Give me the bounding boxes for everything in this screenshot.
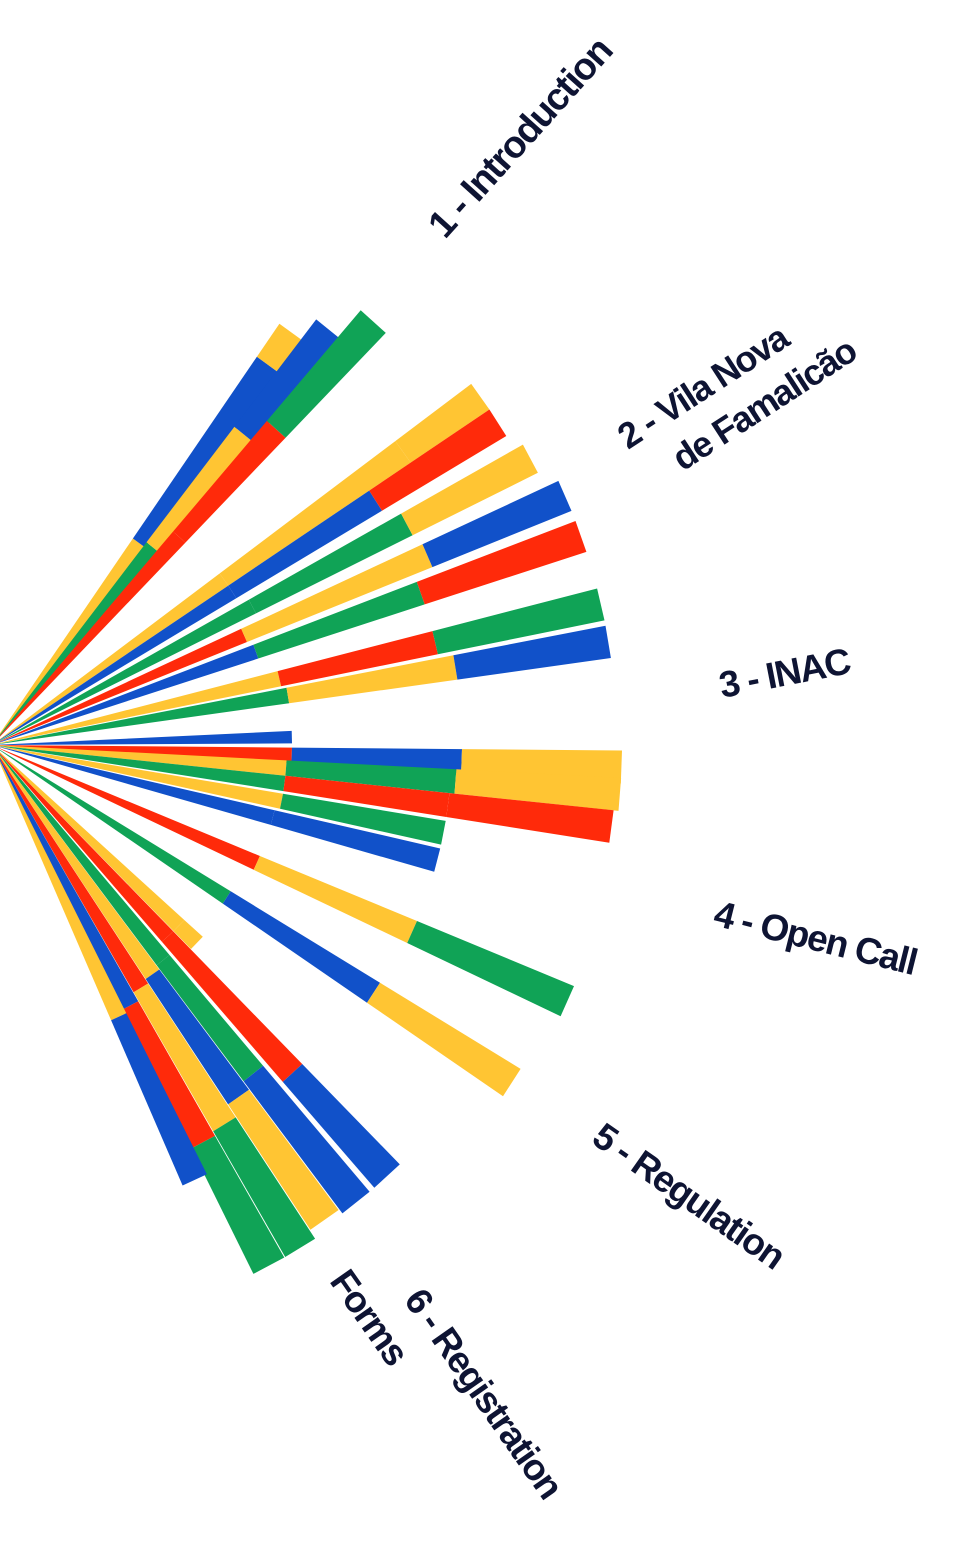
fan-ray-4-segment-3 (395, 383, 490, 463)
nav-link-6-line-2: Forms (322, 1262, 417, 1373)
fan-ray-6-segment-1 (0, 599, 256, 742)
fan-ray-2-segment-1 (0, 542, 159, 736)
fan-ray-8-segment-3 (416, 521, 587, 605)
fan-rays (0, 310, 622, 1274)
fan-ray-4-segment-2 (219, 441, 411, 586)
fan-ray-20-segment-3 (282, 1064, 400, 1188)
fan-ray-6-segment-3 (401, 444, 538, 536)
fan-ray-21-segment-3 (243, 1065, 370, 1214)
fan-ray-13-segment-3 (454, 769, 622, 811)
fan-ray-13-segment-1 (0, 745, 287, 776)
nav-link-2[interactable]: 2 - Vila Novade Famalicão (610, 289, 864, 497)
fan-ray-17-segment-3 (407, 921, 574, 1017)
fan-ray-5-segment-2 (228, 490, 382, 599)
fan-ray-17-segment-1 (0, 748, 260, 870)
fan-ray-23-segment-3 (213, 1117, 316, 1257)
nav-link-1[interactable]: 1 - Introduction (420, 30, 620, 246)
fan-ray-14-segment-2 (283, 775, 450, 817)
fan-ray-9-segment-3 (432, 588, 605, 655)
nav-link-6-line-1: 6 - Registration (396, 1281, 570, 1505)
fan-ray-15-segment-1 (0, 746, 283, 809)
fan-ray-2-segment-2 (146, 426, 253, 552)
fan-ray-8-segment-2 (253, 581, 425, 659)
fan-ray-19-segment-1 (0, 752, 185, 932)
fan-ray-24-segment-3 (191, 1135, 285, 1274)
fan-ray-5-segment-3 (369, 409, 507, 511)
fan-ray-9-segment-2 (277, 631, 438, 687)
fan-ray-4-segment-1 (0, 573, 229, 740)
fan-ray-18-segment-2 (222, 891, 380, 1003)
fan-ray-21-segment-1 (0, 754, 170, 966)
fan-ray-22-segment-1 (0, 755, 160, 979)
fan-ray-3-segment-2 (173, 420, 286, 543)
fan-ray-10-segment-2 (286, 655, 458, 704)
fan-ray-11-segment-1 (0, 730, 292, 745)
fan-ray-1-segment-3 (256, 323, 304, 374)
fan-ray-5-segment-1 (0, 585, 237, 741)
fan-ray-1-segment-1 (0, 538, 145, 735)
fan-ray-17-segment-2 (253, 856, 417, 943)
fan-ray-25-segment-1 (0, 760, 127, 1021)
fan-ray-3-segment-3 (266, 310, 386, 438)
fan-ray-24-segment-2 (122, 1001, 215, 1149)
fan-ray-1-segment-2 (132, 356, 280, 548)
nav-link-5[interactable]: 5 - Regulation (585, 1115, 792, 1277)
nav-link-1-line-1: 1 - Introduction (420, 30, 620, 246)
fan-ray-12-segment-2 (291, 747, 462, 774)
nav-link-4-line-1: 4 - Open Call (710, 893, 920, 983)
fan-ray-20-segment-2 (161, 931, 303, 1082)
nav-link-3[interactable]: 3 - INAC (716, 640, 854, 706)
fan-ray-24-segment-1 (0, 759, 139, 1010)
nav-link-5-line-1: 5 - Regulation (585, 1115, 792, 1277)
fan-ray-20-segment-1 (0, 753, 174, 942)
fan-ray-13-segment-2 (285, 760, 457, 794)
fan-ray-16-segment-1 (0, 746, 275, 825)
fan-ray-22-segment-3 (228, 1089, 339, 1230)
fan-ray-16-segment-2 (270, 810, 441, 872)
fan-ray-2-segment-3 (234, 319, 341, 442)
fan-ray-14-segment-1 (0, 745, 286, 792)
fan-ray-7-segment-3 (422, 480, 572, 568)
fan-ray-3-segment-1 (0, 531, 186, 737)
fan-ray-9-segment-1 (0, 671, 282, 744)
fan-ray-7-segment-2 (241, 544, 433, 642)
fan-ray-18-segment-3 (367, 982, 521, 1097)
fan-ray-8-segment-1 (0, 644, 259, 743)
nav-link-4[interactable]: 4 - Open Call (710, 893, 920, 983)
fan-ray-22-segment-2 (145, 969, 249, 1105)
fan-ray-21-segment-2 (156, 955, 264, 1082)
fan-ray-18-segment-1 (0, 749, 231, 904)
nav-link-6[interactable]: 6 - RegistrationForms (322, 1234, 571, 1535)
fan-ray-6-segment-2 (248, 513, 413, 614)
fan-ray-7-segment-1 (0, 628, 247, 742)
fan-ray-25-segment-2 (111, 1013, 207, 1186)
fan-ray-10-segment-3 (453, 625, 611, 680)
fan-ray-15-segment-2 (280, 793, 446, 845)
fan-ray-23-segment-2 (133, 983, 236, 1132)
fan-ray-19-segment-2 (173, 920, 203, 949)
nav-link-3-line-1: 3 - INAC (716, 640, 854, 706)
fan-ray-14-segment-3 (446, 793, 614, 843)
fan-ray-10-segment-1 (0, 687, 290, 744)
fan-ray-23-segment-1 (0, 757, 149, 993)
